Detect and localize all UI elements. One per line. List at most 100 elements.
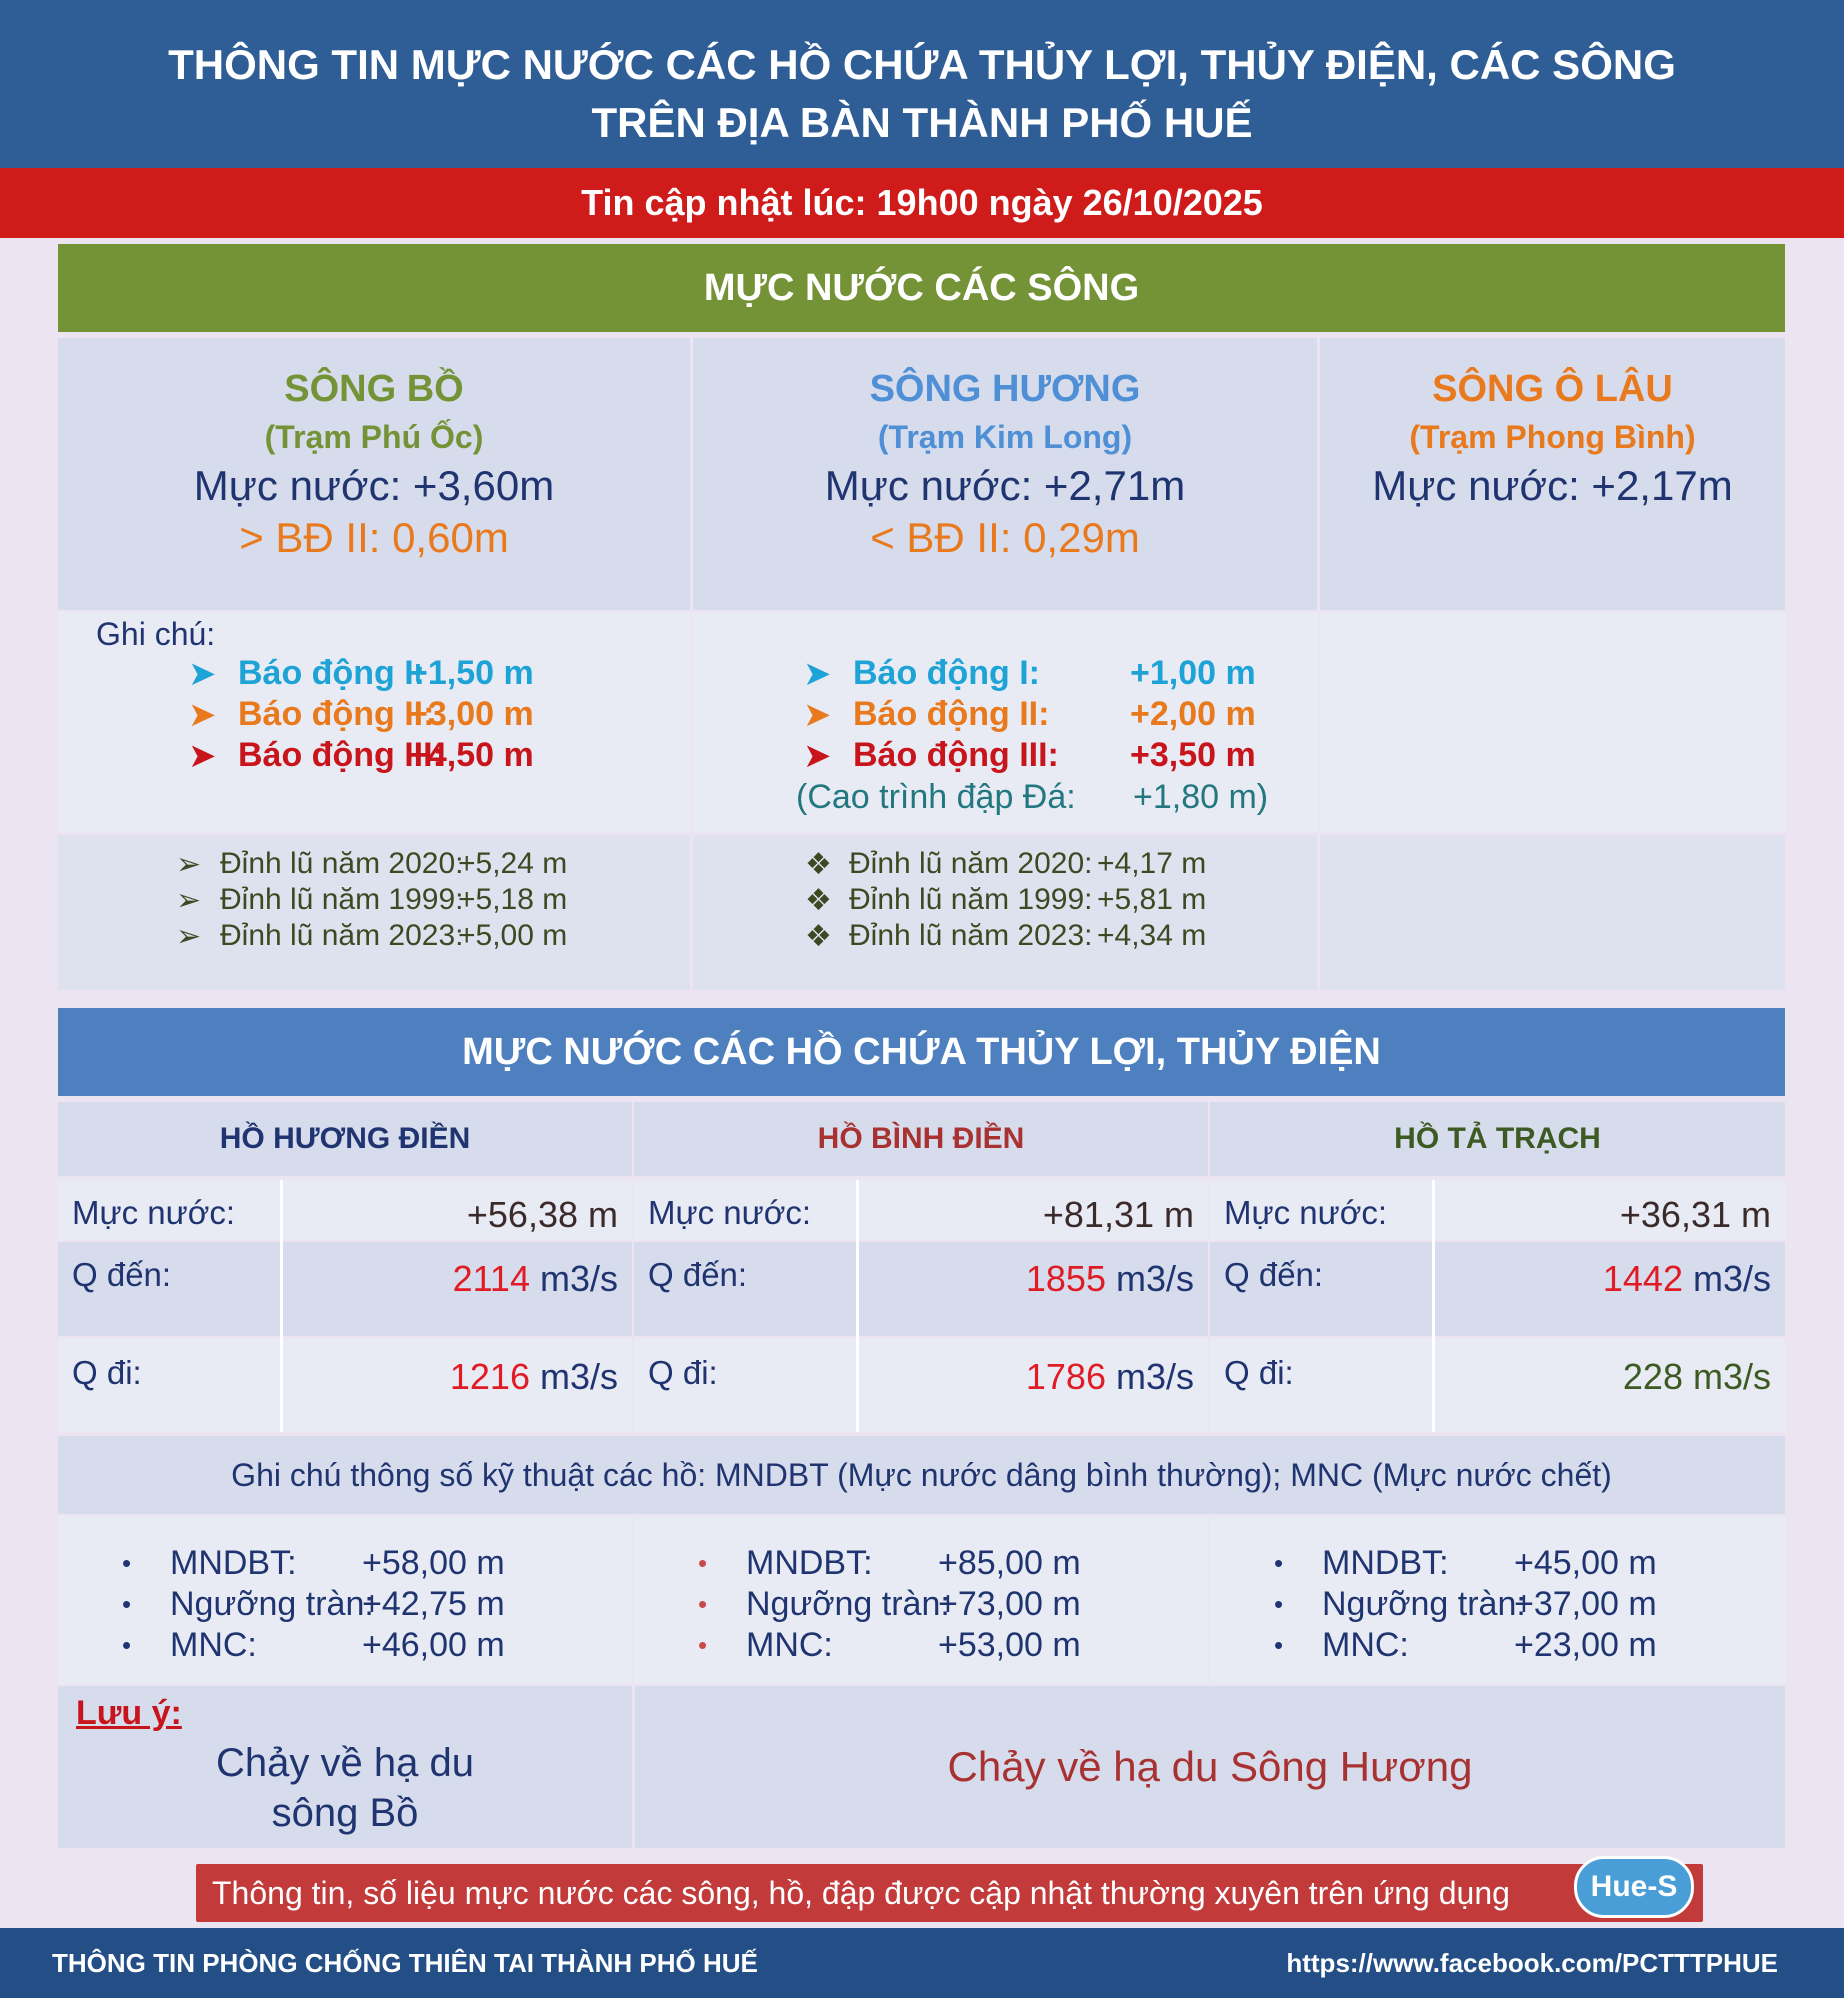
notice-label: Lưu ý: — [76, 1694, 182, 1732]
footer-org: THÔNG TIN PHÒNG CHỐNG THIÊN TAI THÀNH PH… — [52, 1948, 758, 1978]
alarm-label: Báo động I: — [853, 654, 1040, 692]
arrow-icon: ➤ — [188, 696, 217, 734]
peak-value: +5,00 m — [458, 919, 568, 952]
bullet-icon: ❖ — [805, 920, 832, 953]
dam-value: +1,80 m) — [1133, 778, 1269, 816]
rivers-section-title: MỰC NƯỚC CÁC SÔNG — [58, 244, 1785, 332]
outflow-number: 1786 — [1025, 1356, 1106, 1397]
inflow-number: 1855 — [1025, 1258, 1106, 1299]
arrow-icon: ➤ — [803, 655, 832, 693]
peak-label: Đỉnh lũ năm 2020: — [220, 847, 464, 880]
alarm-label: Báo động II: — [853, 695, 1050, 733]
banner-text: Thông tin, số liệu mực nước các sông, hồ… — [212, 1875, 1510, 1911]
river-card-bo: SÔNG BỒ (Trạm Phú Ốc) Mực nước: +3,60m >… — [58, 338, 690, 610]
peak-value: +4,17 m — [1097, 847, 1207, 880]
bullet-icon: ➢ — [176, 848, 202, 881]
lake-inflow-value: 1442 m3/s — [1603, 1258, 1771, 1300]
peak-value: +4,34 m — [1097, 919, 1207, 952]
spec-label: MNDBT: — [746, 1544, 873, 1582]
alarm-value: +3,00 m — [408, 695, 534, 733]
huong-flood-peaks: ❖ Đỉnh lũ năm 2020: +4,17 m ❖ Đỉnh lũ năm 19… — [693, 835, 1317, 990]
spec-label: MNC: — [1322, 1626, 1409, 1664]
peak-value: +5,18 m — [458, 883, 568, 916]
spec-value: +42,75 m — [362, 1585, 505, 1623]
alarm-label: Báo động III: — [853, 736, 1059, 774]
inflow-number: 2114 — [452, 1258, 530, 1299]
lake-outflow-value: 1786 m3/s — [1026, 1356, 1194, 1398]
page-footer: THÔNG TIN PHÒNG CHỐNG THIÊN TAI THÀNH PH… — [0, 1928, 1844, 1998]
label-divider — [1432, 1180, 1435, 1432]
label-divider — [280, 1180, 283, 1432]
olau-notes-empty — [1320, 612, 1785, 832]
peak-value: +5,81 m — [1097, 883, 1207, 916]
spec-value: +73,00 m — [938, 1585, 1081, 1623]
river-level: Mực nước: +2,71m — [824, 462, 1186, 509]
bullet-icon: ❖ — [805, 884, 832, 917]
lake-name: HỒ TẢ TRẠCH — [1210, 1102, 1785, 1176]
notice-bo-line-2: sông Bồ — [271, 1791, 419, 1835]
lake-level-row: Mực nước: +56,38 m — [58, 1180, 632, 1240]
lake-spec-box: • MNDBT: +58,00 m • Ngưỡng tràn: +42,75 m • MNC… — [58, 1516, 632, 1684]
outflow-number: 1216 — [449, 1356, 530, 1397]
river-station: (Trạm Phong Bình) — [1409, 419, 1696, 455]
lake-inflow-value: 1855 m3/s — [1026, 1258, 1194, 1300]
spec-label: Ngưỡng tràn: — [1322, 1585, 1526, 1623]
arrow-icon: ➤ — [803, 737, 832, 775]
peak-value: +5,24 m — [458, 847, 568, 880]
river-alert-diff: < BĐ II: 0,29m — [870, 514, 1140, 561]
note-label: Ghi chú: — [96, 616, 216, 652]
spec-label: Ngưỡng tràn: — [746, 1585, 950, 1623]
spec-value: +58,00 m — [362, 1544, 505, 1582]
inflow-unit: m3/s — [1105, 1258, 1194, 1299]
spec-value: +46,00 m — [362, 1626, 505, 1664]
peak-label: Đỉnh lũ năm 2023: — [849, 919, 1093, 952]
bullet-icon: ➢ — [176, 884, 202, 917]
lake-outflow-label: Q đi: — [1224, 1354, 1294, 1391]
notice-bo: Lưu ý: Chảy về hạ du sông Bồ — [58, 1686, 632, 1848]
river-name: SÔNG Ô LÂU — [1432, 368, 1673, 410]
lake-level-value: +81,31 m — [1042, 1194, 1194, 1235]
alarm-value: +3,50 m — [1130, 736, 1256, 774]
peak-label: Đỉnh lũ năm 2020: — [849, 847, 1093, 880]
lake-level-label: Mực nước: — [72, 1194, 236, 1231]
alarm-value: +4,50 m — [408, 736, 534, 774]
label-divider — [856, 1180, 859, 1432]
spec-value: +85,00 m — [938, 1544, 1081, 1582]
bullet-icon: • — [1274, 1548, 1284, 1578]
river-alert-diff: > BĐ II: 0,60m — [239, 514, 509, 561]
peak-label: Đỉnh lũ năm 1999: — [220, 883, 464, 916]
outflow-number: 228 — [1622, 1356, 1683, 1397]
inflow-unit: m3/s — [1682, 1258, 1771, 1299]
lake-outflow-label: Q đi: — [72, 1354, 142, 1391]
lake-outflow-value: 1216 m3/s — [450, 1356, 618, 1398]
river-card-olau: SÔNG Ô LÂU (Trạm Phong Bình) Mực nước: +… — [1320, 338, 1785, 610]
app-banner: Thông tin, số liệu mực nước các sông, hồ… — [196, 1856, 1703, 1922]
arrow-icon: ➤ — [188, 737, 217, 775]
alarm-label: Báo động I: — [238, 654, 425, 692]
huong-alarm-notes: ➤ Báo động I: +1,00 m ➤ Báo động II: +2,00 m ➤… — [693, 612, 1317, 832]
lake-spec-box: • MNDBT: +85,00 m • Ngưỡng tràn: +73,00 m • MNC… — [634, 1516, 1208, 1684]
peak-label: Đỉnh lũ năm 2023: — [220, 919, 464, 952]
lake-inflow-value: 2114 m3/s — [453, 1258, 618, 1300]
river-card-huong: SÔNG HƯƠNG (Trạm Kim Long) Mực nước: +2,… — [693, 338, 1317, 610]
spec-value: +37,00 m — [1514, 1585, 1657, 1623]
lake-outflow-row: Q đi: 1216 m3/s — [58, 1338, 632, 1432]
spec-value: +45,00 m — [1514, 1544, 1657, 1582]
bullet-icon: • — [122, 1589, 132, 1619]
bullet-icon: • — [698, 1630, 708, 1660]
spec-label: MNDBT: — [1322, 1544, 1449, 1582]
spec-value: +23,00 m — [1514, 1626, 1657, 1664]
hue-s-app-badge[interactable]: Hue-S — [1574, 1856, 1694, 1918]
bullet-icon: • — [698, 1589, 708, 1619]
alarm-value: +2,00 m — [1130, 695, 1256, 733]
arrow-icon: ➤ — [188, 655, 217, 693]
footer-link[interactable]: https://www.facebook.com/PCTTTPHUE — [1286, 1948, 1778, 1978]
river-station: (Trạm Phú Ốc) — [264, 419, 484, 455]
spec-note: Ghi chú thông số kỹ thuật các hồ: MNDBT … — [58, 1436, 1785, 1514]
lake-inflow-label: Q đến: — [648, 1256, 748, 1293]
river-level: Mực nước: +2,17m — [1372, 462, 1733, 509]
lake-name: HỒ HƯƠNG ĐIỀN — [58, 1102, 632, 1176]
bo-alarm-notes: Ghi chú: ➤ Báo động I: +1,50 m ➤ Báo động II… — [58, 612, 690, 832]
river-name: SÔNG BỒ — [284, 368, 464, 410]
lake-inflow-row: Q đến: 1442 m3/s — [1210, 1242, 1785, 1336]
